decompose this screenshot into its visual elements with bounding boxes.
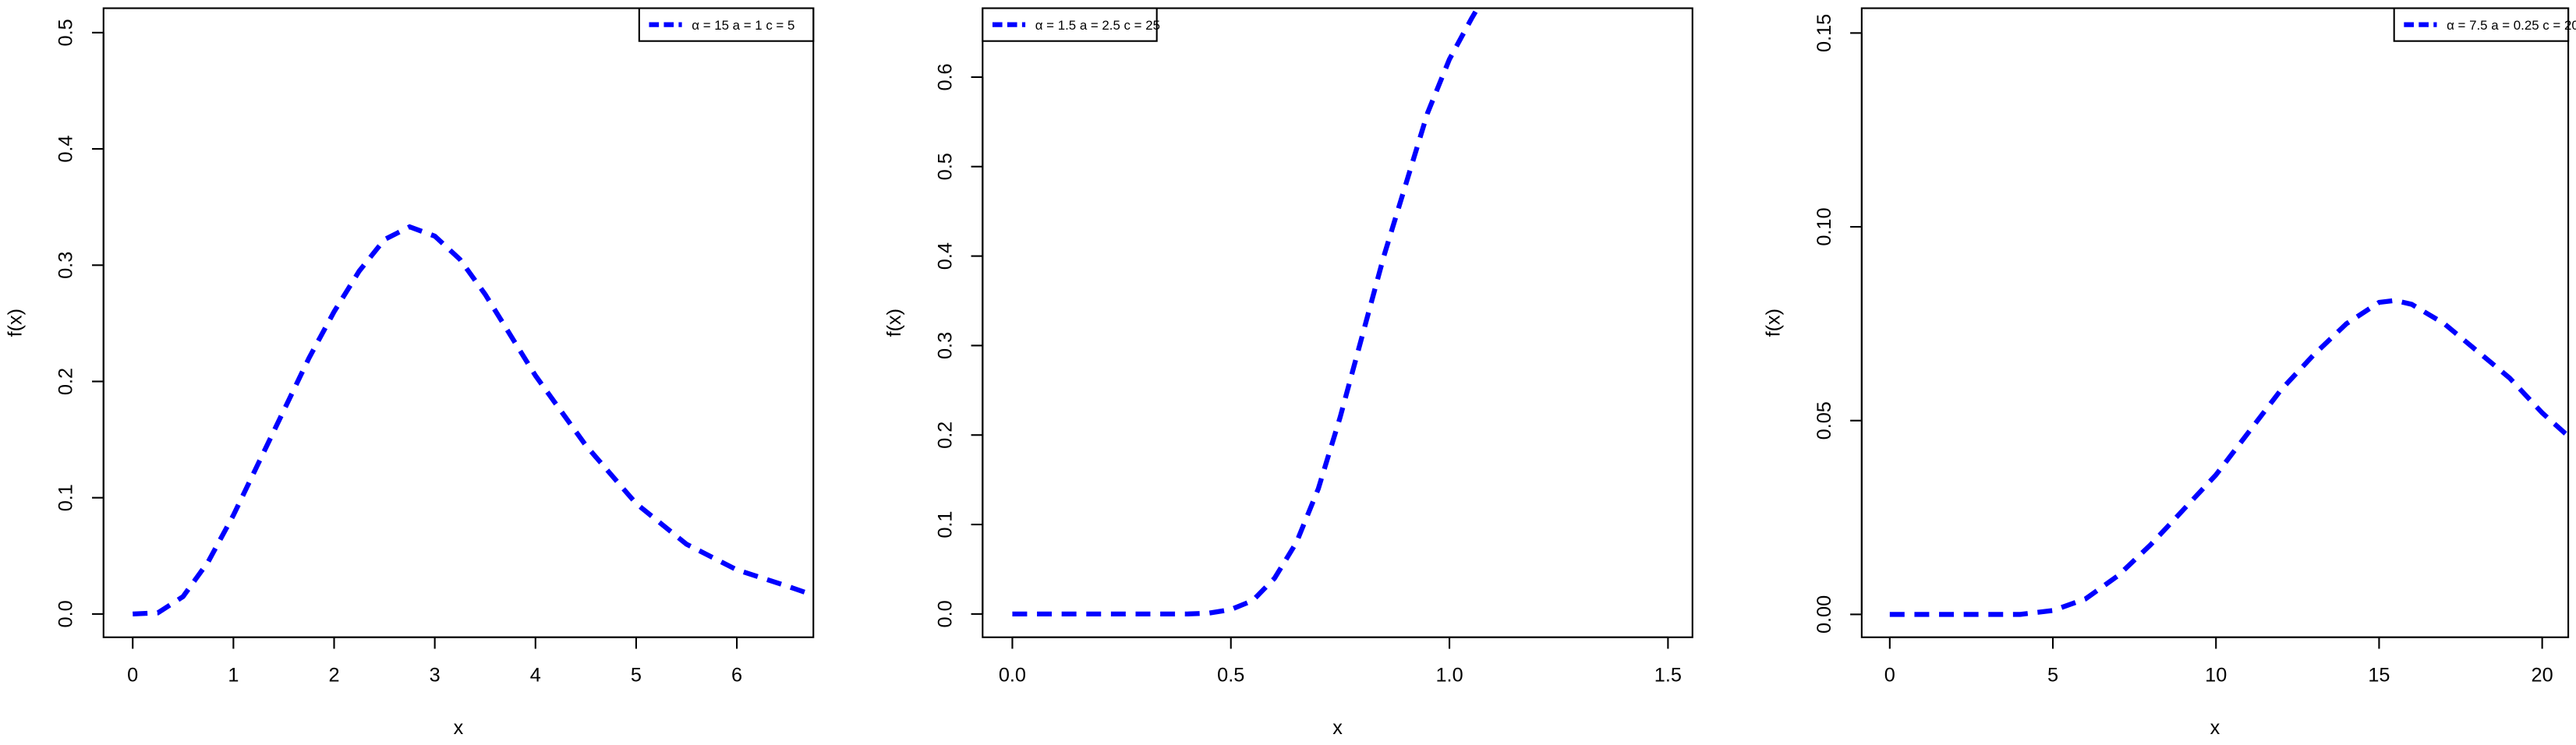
- x-tick-label: 6: [731, 665, 742, 687]
- legend-label: α = 1.5 a = 2.5 c = 25: [1035, 18, 1160, 33]
- y-tick-label: 0.2: [55, 368, 77, 395]
- y-tick-label: 0.4: [934, 242, 956, 270]
- data-line: [1889, 298, 2569, 617]
- legend: α = 15 a = 1 c = 5: [638, 7, 815, 42]
- chart: 0.0 0.5 1.0 1.5 0.0 0.1 0.2 0.3 0.4 0.5 0.6 x f(x) α …: [883, 7, 1693, 739]
- x-tick-label: 4: [530, 665, 541, 687]
- x-tick-label: 20: [2532, 665, 2553, 687]
- x-tick-label: 10: [2205, 665, 2227, 687]
- x-tick-label: 0: [1884, 665, 1895, 687]
- y-tick-label: 0.5: [934, 153, 956, 180]
- chart: 0 1 2 3 4 5 6 0.0 0.1 0.2 0.3 0.4 0.5 x f(x) α = 15 a =…: [4, 7, 815, 739]
- x-tick-label: 2: [328, 665, 339, 687]
- x-tick-label: 0.0: [999, 665, 1026, 687]
- chart: 0 5 10 15 20 0.00 0.05 0.10 0.15 x f(x) α = 7.5 a =…: [1762, 7, 2576, 739]
- y-tick-label: 0.15: [1813, 14, 1835, 52]
- x-tick-label: 1.5: [1654, 665, 1682, 687]
- y-tick-label: 0.4: [55, 135, 77, 162]
- y-tick-label: 0.0: [55, 600, 77, 627]
- x-tick-label: 1: [228, 665, 239, 687]
- x-tick-label: 5: [631, 665, 642, 687]
- y-tick-label: 0.0: [934, 600, 956, 627]
- plot-frame: [982, 7, 1693, 638]
- y-axis-title: f(x): [4, 309, 26, 337]
- x-axis-title: x: [2210, 717, 2220, 739]
- legend-label: α = 15 a = 1 c = 5: [692, 18, 794, 33]
- x-tick-label: 1.0: [1435, 665, 1463, 687]
- y-axis-title: f(x): [1762, 309, 1784, 337]
- data-line: [1012, 8, 1481, 617]
- y-tick-label: 0.3: [934, 332, 956, 359]
- x-tick-label: 5: [2047, 665, 2058, 687]
- y-tick-label: 0.00: [1813, 595, 1835, 634]
- y-tick-label: 0.2: [934, 422, 956, 449]
- y-tick-label: 0.3: [55, 252, 77, 279]
- x-axis-title: x: [1332, 717, 1343, 739]
- legend: α = 7.5 a = 0.25 c = 20: [2393, 7, 2576, 42]
- y-tick-label: 0.1: [934, 510, 956, 538]
- y-tick-label: 0.1: [55, 484, 77, 511]
- legend-box: [982, 7, 1158, 42]
- plot-frame: [102, 7, 815, 638]
- y-axis-title: f(x): [883, 309, 905, 337]
- x-tick-label: 0: [127, 665, 138, 687]
- data-line: [133, 224, 809, 617]
- legend-label: α = 7.5 a = 0.25 c = 20: [2447, 18, 2576, 33]
- y-tick-label: 0.10: [1813, 207, 1835, 245]
- y-tick-label: 0.5: [55, 19, 77, 46]
- y-tick-label: 0.05: [1813, 401, 1835, 440]
- plot-frame: [1860, 7, 2570, 638]
- x-tick-label: 0.5: [1217, 665, 1244, 687]
- x-tick-label: 15: [2368, 665, 2390, 687]
- x-tick-label: 3: [430, 665, 441, 687]
- legend: α = 1.5 a = 2.5 c = 25: [982, 7, 1160, 42]
- x-axis-title: x: [454, 717, 464, 739]
- y-tick-label: 0.6: [934, 63, 956, 90]
